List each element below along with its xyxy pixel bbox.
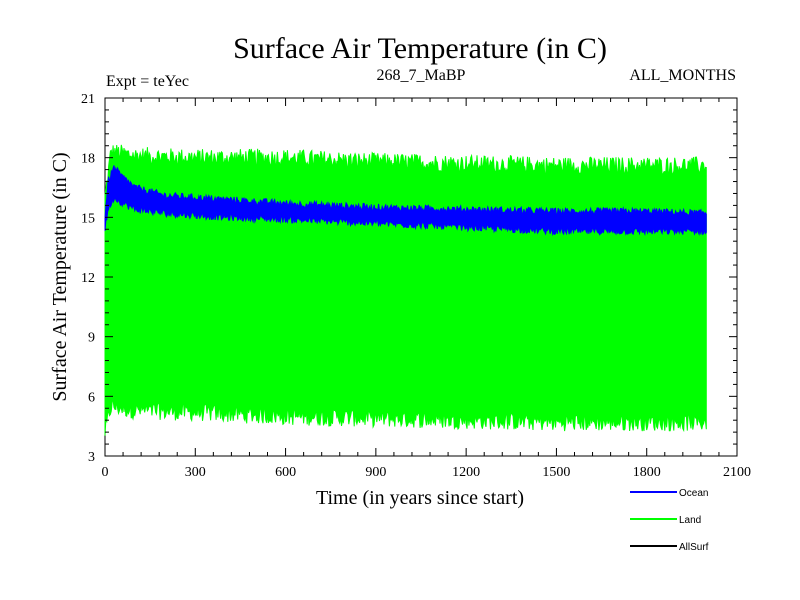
x-tick-label: 0 xyxy=(102,465,109,480)
legend-label: Land xyxy=(679,515,701,526)
chart-title: Surface Air Temperature (in C) xyxy=(233,32,607,65)
x-tick-label: 300 xyxy=(185,465,206,480)
chart-subtitle-center: 268_7_MaBP xyxy=(377,67,466,84)
legend: Ocean Land AllSurf xyxy=(630,488,709,553)
x-tick-label: 2100 xyxy=(723,465,751,480)
legend-item-allsurf: AllSurf xyxy=(630,542,709,553)
x-tick-label: 1800 xyxy=(633,465,661,480)
legend-item-land: Land xyxy=(630,515,701,526)
y-tick-label: 6 xyxy=(88,390,95,405)
series-land-band xyxy=(104,144,707,436)
series-ocean xyxy=(104,165,707,237)
series-ocean-band xyxy=(104,165,707,237)
y-tick-label: 12 xyxy=(81,271,95,286)
y-tick-label: 3 xyxy=(88,450,95,465)
x-tick-label: 600 xyxy=(275,465,296,480)
y-axis-label: Surface Air Temperature (in C) xyxy=(49,152,71,401)
axis-layer: 0 300 600 900 1200 1500 1800 2100 3 6 9 12 15 18 21 xyxy=(81,92,751,480)
legend-item-ocean: Ocean xyxy=(630,488,708,499)
y-tick-label: 18 xyxy=(81,152,95,167)
y-tick-label: 21 xyxy=(81,92,95,107)
y-tick-label: 9 xyxy=(88,331,95,346)
y-tick-label: 15 xyxy=(81,211,95,226)
legend-label: Ocean xyxy=(679,488,708,499)
series-land xyxy=(104,144,707,436)
x-tick-label: 1200 xyxy=(452,465,480,480)
x-tick-label: 900 xyxy=(365,465,386,480)
chart-subtitle-left: Expt = teYec xyxy=(106,73,189,90)
legend-label: AllSurf xyxy=(679,542,709,553)
x-tick-label: 1500 xyxy=(542,465,570,480)
chart-subtitle-right: ALL_MONTHS xyxy=(629,67,736,84)
series-layer xyxy=(104,144,707,436)
x-axis-label: Time (in years since start) xyxy=(316,487,524,509)
